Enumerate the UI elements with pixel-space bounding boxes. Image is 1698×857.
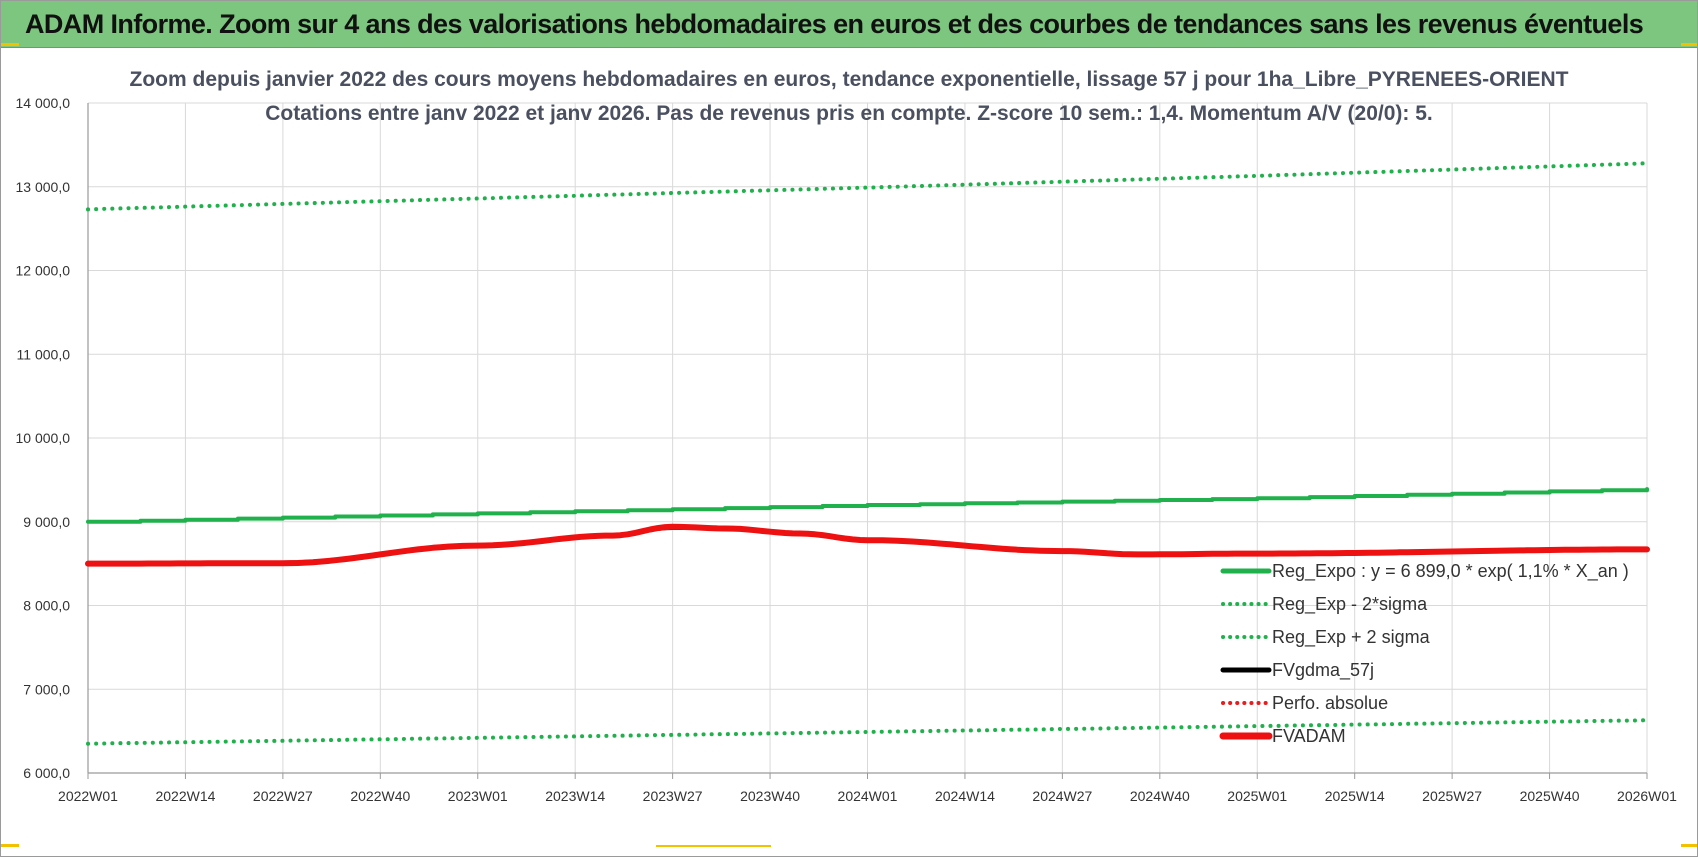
report-banner: ADAM Informe. Zoom sur 4 ans des valoris… — [1, 1, 1697, 48]
corner-marker-top-right — [1681, 43, 1697, 46]
legend-label-2: Reg_Exp - 2*sigma — [1272, 594, 1428, 615]
legend-label-6: FVADAM — [1272, 726, 1346, 746]
x-tick-label: 2023W14 — [545, 788, 605, 804]
x-tick-label: 2024W14 — [935, 788, 995, 804]
legend-label-5: Perfo. absolue — [1272, 693, 1388, 713]
series-line-3 — [86, 161, 1649, 212]
y-tick-label: 9 000,0 — [23, 514, 70, 530]
y-tick-label: 10 000,0 — [16, 430, 71, 446]
x-tick-label: 2022W01 — [58, 788, 118, 804]
x-tick-label: 2025W14 — [1325, 788, 1385, 804]
x-tick-label: 2023W40 — [740, 788, 800, 804]
chart-title-line-2: Cotations entre janv 2022 et janv 2026. … — [265, 102, 1433, 125]
legend-label-4: FVgdma_57j — [1272, 660, 1374, 681]
x-tick-label: 2022W27 — [253, 788, 313, 804]
x-tick-label: 2026W01 — [1617, 788, 1677, 804]
series-line-1 — [86, 487, 1649, 524]
x-tick-label: 2022W40 — [350, 788, 410, 804]
corner-marker-bottom-right — [1681, 844, 1697, 847]
y-tick-label: 11 000,0 — [17, 346, 71, 362]
chart-title-line-1: Zoom depuis janvier 2022 des cours moyen… — [130, 68, 1569, 91]
y-tick-label: 14 000,0 — [16, 95, 71, 111]
y-tick-label: 13 000,0 — [16, 179, 71, 195]
corner-marker-bottom-center — [656, 845, 771, 847]
series-line-6 — [85, 523, 1650, 567]
x-tick-label: 2024W27 — [1032, 788, 1092, 804]
corner-marker-top-left — [1, 43, 19, 46]
x-tick-label: 2023W01 — [448, 788, 508, 804]
x-tick-label: 2025W01 — [1227, 788, 1287, 804]
x-tick-label: 2022W14 — [155, 788, 215, 804]
legend-label-3: Reg_Exp + 2 sigma — [1272, 627, 1431, 648]
x-tick-label: 2025W40 — [1520, 788, 1580, 804]
y-tick-label: 6 000,0 — [23, 765, 70, 781]
x-tick-label: 2024W01 — [838, 788, 898, 804]
x-tick-label: 2024W40 — [1130, 788, 1190, 804]
y-tick-label: 7 000,0 — [23, 681, 70, 697]
y-tick-label: 8 000,0 — [23, 598, 70, 614]
y-tick-label: 12 000,0 — [16, 263, 71, 279]
series-line-2 — [86, 718, 1649, 746]
x-tick-label: 2023W27 — [643, 788, 703, 804]
legend-label-1: Reg_Expo : y = 6 899,0 * exp( 1,1% * X_a… — [1272, 561, 1629, 582]
report-title: ADAM Informe. Zoom sur 4 ans des valoris… — [25, 9, 1644, 39]
corner-marker-bottom-left — [1, 844, 19, 847]
x-tick-label: 2025W27 — [1422, 788, 1482, 804]
